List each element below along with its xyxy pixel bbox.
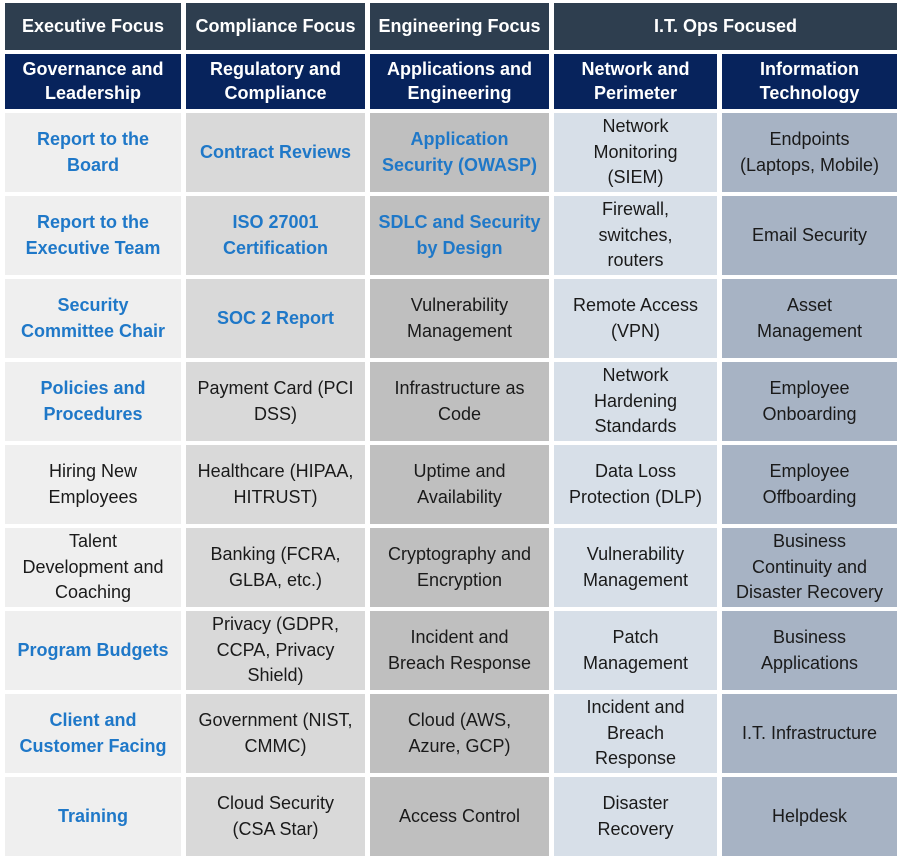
matrix-cell: Incident and Breach Response: [370, 611, 549, 690]
matrix-cell: Access Control: [370, 777, 549, 856]
matrix-cell: Government (NIST, CMMC): [186, 694, 365, 773]
matrix-cell: Program Budgets: [5, 611, 181, 690]
matrix-cell: Employee Onboarding: [722, 362, 897, 441]
matrix-cell: Employee Offboarding: [722, 445, 897, 524]
matrix-cell: Vulnerability Management: [554, 528, 717, 607]
matrix-cell: Cloud (AWS, Azure, GCP): [370, 694, 549, 773]
matrix-cell: Policies and Procedures: [5, 362, 181, 441]
matrix-cell: SDLC and Security by Design: [370, 196, 549, 275]
matrix-cell: Cryptography and Encryption: [370, 528, 549, 607]
matrix-cell: Hiring New Employees: [5, 445, 181, 524]
focus-header-executive: Executive Focus: [5, 3, 181, 50]
column-header-regulatory: Regulatory and Compliance: [186, 54, 365, 109]
matrix-cell: I.T. Infrastructure: [722, 694, 897, 773]
matrix-cell: Patch Management: [554, 611, 717, 690]
matrix-cell: Remote Access (VPN): [554, 279, 717, 358]
focus-header-compliance: Compliance Focus: [186, 3, 365, 50]
matrix-cell: Asset Management: [722, 279, 897, 358]
matrix-cell: Network Hardening Standards: [554, 362, 717, 441]
matrix-cell: Application Security (OWASP): [370, 113, 549, 192]
matrix-cell: Business Continuity and Disaster Recover…: [722, 528, 897, 607]
matrix-cell: Helpdesk: [722, 777, 897, 856]
matrix-cell: SOC 2 Report: [186, 279, 365, 358]
column-header-information-technology: Information Technology: [722, 54, 897, 109]
matrix-cell: Disaster Recovery: [554, 777, 717, 856]
matrix-cell: Infrastructure as Code: [370, 362, 549, 441]
focus-header-it-ops: I.T. Ops Focused: [554, 3, 897, 50]
matrix-cell: Endpoints (Laptops, Mobile): [722, 113, 897, 192]
matrix-cell: Business Applications: [722, 611, 897, 690]
matrix-cell: Security Committee Chair: [5, 279, 181, 358]
matrix-cell: Cloud Security (CSA Star): [186, 777, 365, 856]
matrix-cell: Report to the Executive Team: [5, 196, 181, 275]
column-header-governance: Governance and Leadership: [5, 54, 181, 109]
security-responsibility-matrix: Executive Focus Compliance Focus Enginee…: [5, 3, 897, 856]
column-header-network: Network and Perimeter: [554, 54, 717, 109]
matrix-cell: Vulnerability Management: [370, 279, 549, 358]
matrix-cell: Data Loss Protection (DLP): [554, 445, 717, 524]
matrix-cell: Contract Reviews: [186, 113, 365, 192]
matrix-cell: Report to the Board: [5, 113, 181, 192]
matrix-cell: Client and Customer Facing: [5, 694, 181, 773]
matrix-cell: Email Security: [722, 196, 897, 275]
matrix-cell: Privacy (GDPR, CCPA, Privacy Shield): [186, 611, 365, 690]
matrix-cell: Incident and Breach Response: [554, 694, 717, 773]
matrix-cell: Talent Development and Coaching: [5, 528, 181, 607]
matrix-cell: Payment Card (PCI DSS): [186, 362, 365, 441]
matrix-cell: Uptime and Availability: [370, 445, 549, 524]
column-header-applications: Applications and Engineering: [370, 54, 549, 109]
matrix-cell: Healthcare (HIPAA, HITRUST): [186, 445, 365, 524]
matrix-cell: Network Monitoring (SIEM): [554, 113, 717, 192]
focus-header-engineering: Engineering Focus: [370, 3, 549, 50]
matrix-cell: Firewall, switches, routers: [554, 196, 717, 275]
matrix-cell: ISO 27001 Certification: [186, 196, 365, 275]
matrix-cell: Training: [5, 777, 181, 856]
matrix-cell: Banking (FCRA, GLBA, etc.): [186, 528, 365, 607]
